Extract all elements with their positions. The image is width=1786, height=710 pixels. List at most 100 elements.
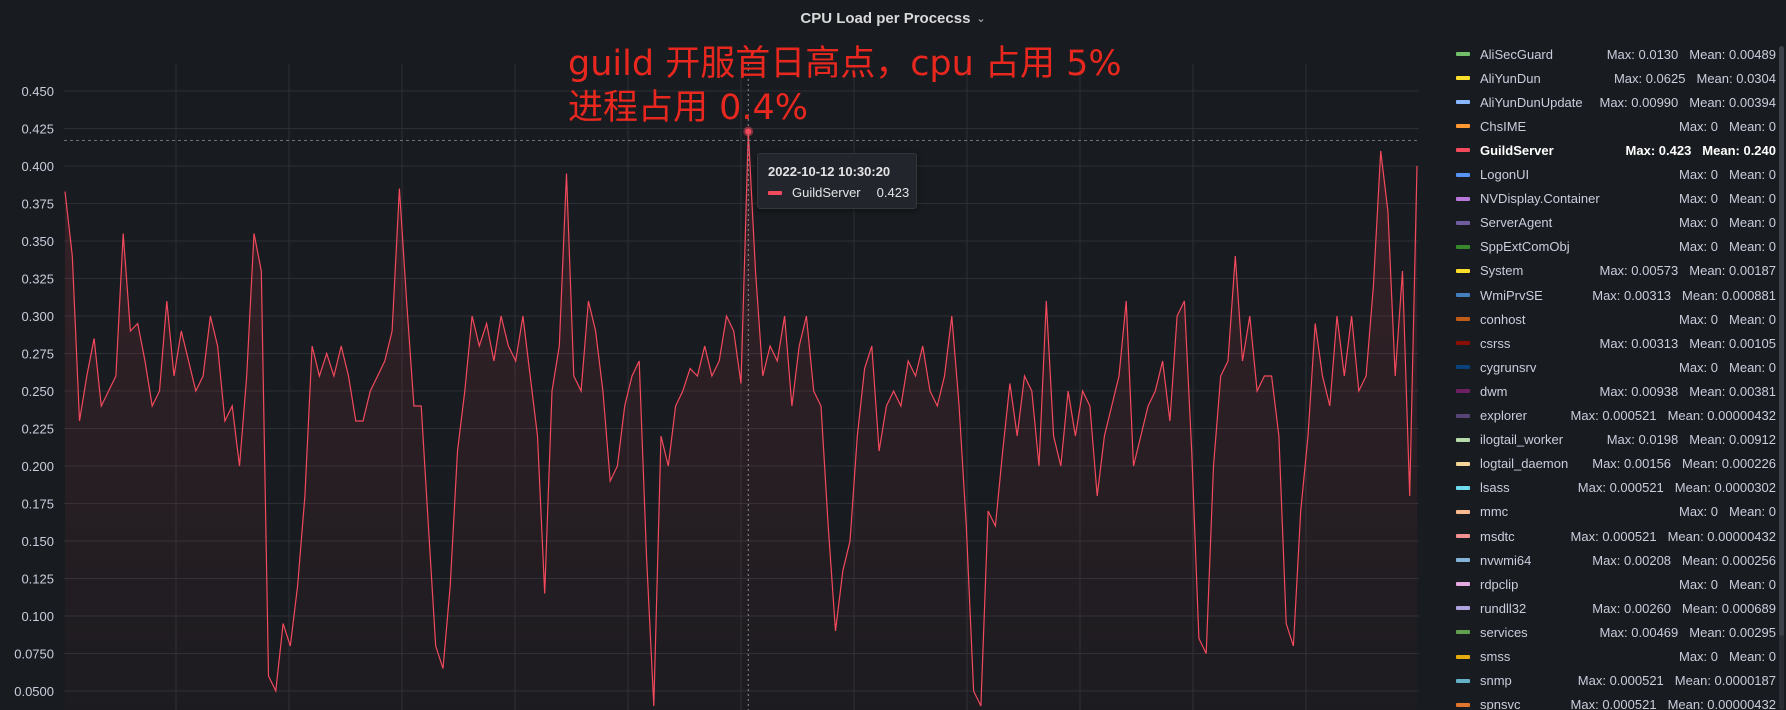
legend-item-name[interactable]: AliYunDunUpdate	[1480, 94, 1583, 110]
legend-item-stats: Max: 0.00469 Mean: 0.00295	[1599, 625, 1776, 640]
legend-item-name[interactable]: services	[1480, 624, 1528, 640]
legend-item-name[interactable]: SppExtComObj	[1480, 239, 1570, 255]
legend-item-name[interactable]: nvwmi64	[1480, 552, 1532, 568]
legend-color-swatch[interactable]	[1456, 76, 1470, 81]
legend-item-name[interactable]: lsass	[1480, 480, 1510, 496]
time-series-chart[interactable]: 0.450 0.425 0.400 0.375 0.350 0.325 0.300 0.275…	[0, 36, 1440, 710]
legend-color-swatch[interactable]	[1456, 341, 1470, 346]
legend-color-swatch[interactable]	[1456, 654, 1470, 659]
legend-item-name[interactable]: csrss	[1480, 335, 1511, 351]
legend-item-dwm[interactable]: dwm Max: 0.00938 Mean: 0.00381	[1450, 379, 1776, 403]
legend-color-swatch[interactable]	[1456, 268, 1470, 273]
legend-item-mean: Mean: 0.00912	[1689, 432, 1776, 448]
legend-color-swatch[interactable]	[1456, 244, 1470, 249]
legend-color-swatch[interactable]	[1456, 100, 1470, 105]
legend-color-swatch[interactable]	[1456, 317, 1470, 322]
legend-color-swatch[interactable]	[1456, 293, 1470, 297]
legend-color-swatch[interactable]	[1456, 365, 1470, 370]
legend-color-swatch[interactable]	[1456, 702, 1470, 707]
legend-item-explorer[interactable]: explorer Max: 0.000521 Mean: 0.00000432	[1450, 404, 1776, 428]
legend-item-name[interactable]: AliSecGuard	[1480, 46, 1553, 62]
legend-item-ilogtail-worker[interactable]: ilogtail_worker Max: 0.0198 Mean: 0.00912	[1450, 428, 1776, 452]
legend-item-max: Max: 0.000521	[1570, 697, 1657, 710]
legend-item-name[interactable]: NVDisplay.Container	[1480, 191, 1600, 207]
legend-item-name[interactable]: logtail_daemon	[1480, 456, 1569, 472]
legend-item-name[interactable]: conhost	[1480, 311, 1526, 327]
legend-item-name[interactable]: rundll32	[1480, 600, 1527, 616]
legend-item-mean: Mean: 0	[1729, 359, 1776, 375]
legend-color-swatch[interactable]	[1456, 678, 1470, 683]
legend-item-name[interactable]: System	[1480, 263, 1524, 279]
legend-item-alisecguard[interactable]: AliSecGuard Max: 0.0130 Mean: 0.00489	[1450, 42, 1776, 66]
legend-color-swatch[interactable]	[1456, 630, 1470, 635]
legend-item-name[interactable]: GuildServer	[1480, 142, 1554, 158]
chevron-down-icon[interactable]: ⌄	[976, 12, 986, 25]
legend-item-name[interactable]: ChsIME	[1480, 118, 1527, 134]
legend-color-swatch[interactable]	[1456, 148, 1470, 153]
legend-item-mmc[interactable]: mmc Max: 0 Mean: 0	[1450, 500, 1776, 524]
legend-item-max: Max: 0	[1679, 215, 1719, 231]
legend-color-swatch[interactable]	[1456, 558, 1470, 563]
legend-color-swatch[interactable]	[1456, 437, 1470, 442]
legend-item-name[interactable]: cygrunsrv	[1480, 359, 1537, 375]
legend-color-swatch[interactable]	[1456, 485, 1470, 490]
legend-item-name[interactable]: ServerAgent	[1480, 215, 1553, 231]
legend-item-csrss[interactable]: csrss Max: 0.00313 Mean: 0.00105	[1450, 331, 1776, 355]
legend-color-swatch[interactable]	[1456, 606, 1470, 611]
legend-item-name[interactable]: explorer	[1480, 408, 1527, 423]
legend-color-swatch[interactable]	[1456, 220, 1470, 225]
legend-color-swatch[interactable]	[1456, 509, 1470, 514]
legend-item-conhost[interactable]: conhost Max: 0 Mean: 0	[1450, 307, 1776, 331]
legend-item-cygrunsrv[interactable]: cygrunsrv Max: 0 Mean: 0	[1450, 355, 1776, 379]
legend-color-swatch[interactable]	[1456, 52, 1470, 56]
legend-scrollbar[interactable]	[1779, 46, 1784, 710]
legend-item-chsime[interactable]: ChsIME Max: 0 Mean: 0	[1450, 114, 1776, 138]
legend-item-name[interactable]: AliYunDun	[1480, 70, 1541, 86]
legend-item-nvdisplay-container[interactable]: NVDisplay.Container Max: 0 Mean: 0	[1450, 187, 1776, 211]
legend-item-name[interactable]: msdtc	[1480, 528, 1515, 544]
legend-item-name[interactable]: dwm	[1480, 383, 1508, 399]
legend-item-name[interactable]: snmp	[1480, 673, 1512, 689]
legend-item-rdpclip[interactable]: rdpclip Max: 0 Mean: 0	[1450, 572, 1776, 596]
legend-color-swatch[interactable]	[1456, 582, 1470, 587]
legend-item-name[interactable]: spnsvc	[1480, 697, 1521, 710]
legend-item-wmiprvse[interactable]: WmiPrvSE Max: 0.00313 Mean: 0.000881	[1450, 283, 1776, 307]
legend-item-name[interactable]: mmc	[1480, 504, 1509, 520]
legend-item-aliyundunupdate[interactable]: AliYunDunUpdate Max: 0.00990 Mean: 0.00394	[1450, 90, 1776, 114]
legend-item-aliyundun[interactable]: AliYunDun Max: 0.0625 Mean: 0.0304	[1450, 66, 1776, 90]
legend-item-rundll32[interactable]: rundll32 Max: 0.00260 Mean: 0.000689	[1450, 596, 1776, 620]
graph-area[interactable]: 0.450 0.425 0.400 0.375 0.350 0.325 0.300 0.275…	[0, 36, 1440, 710]
legend-item-smss[interactable]: smss Max: 0 Mean: 0	[1450, 645, 1776, 669]
legend-color-swatch[interactable]	[1456, 172, 1470, 177]
legend-item-lsass[interactable]: lsass Max: 0.000521 Mean: 0.0000302	[1450, 476, 1776, 500]
legend-item-name[interactable]: rdpclip	[1480, 576, 1519, 592]
legend-color-swatch[interactable]	[1456, 534, 1470, 538]
legend-item-name[interactable]: ilogtail_worker	[1480, 432, 1564, 448]
legend-item-name[interactable]: LogonUI	[1480, 167, 1530, 182]
legend-item-name[interactable]: WmiPrvSE	[1480, 287, 1543, 303]
legend-item-mean: Mean: 0	[1729, 504, 1776, 520]
legend-color-swatch[interactable]	[1456, 124, 1470, 129]
legend-item-stats: Max: 0.00156 Mean: 0.000226	[1592, 456, 1776, 471]
y-axis-tick-label: 0.250	[21, 384, 54, 399]
legend-item-nvwmi64[interactable]: nvwmi64 Max: 0.00208 Mean: 0.000256	[1450, 548, 1776, 572]
legend-color-swatch[interactable]	[1456, 461, 1470, 466]
legend-color-swatch[interactable]	[1456, 413, 1470, 418]
legend-color-swatch[interactable]	[1456, 389, 1470, 394]
legend-item-guildserver[interactable]: GuildServer Max: 0.423 Mean: 0.240	[1450, 138, 1776, 162]
panel-title[interactable]: CPU Load per Procecss ⌄	[0, 0, 1786, 36]
legend-item-serveragent[interactable]: ServerAgent Max: 0 Mean: 0	[1450, 211, 1776, 235]
panel-title-text[interactable]: CPU Load per Procecss	[800, 9, 971, 27]
legend-item-logtail-daemon[interactable]: logtail_daemon Max: 0.00156 Mean: 0.000226	[1450, 452, 1776, 476]
legend-color-swatch[interactable]	[1456, 196, 1470, 201]
legend-item-name[interactable]: smss	[1480, 649, 1511, 664]
legend-item-sppextcomobj[interactable]: SppExtComObj Max: 0 Mean: 0	[1450, 235, 1776, 259]
legend-item-logonui[interactable]: LogonUI Max: 0 Mean: 0	[1450, 163, 1776, 187]
legend-item-services[interactable]: services Max: 0.00469 Mean: 0.00295	[1450, 620, 1776, 644]
legend-item-spnsvc[interactable]: spnsvc Max: 0.000521 Mean: 0.00000432	[1450, 693, 1776, 710]
legend-item-system[interactable]: System Max: 0.00573 Mean: 0.00187	[1450, 259, 1776, 283]
legend-item-snmp[interactable]: snmp Max: 0.000521 Mean: 0.0000187	[1450, 669, 1776, 693]
tooltip-series-name: GuildServer	[792, 185, 861, 200]
legend-scrollbar-thumb[interactable]	[1779, 46, 1784, 636]
legend-item-msdtc[interactable]: msdtc Max: 0.000521 Mean: 0.00000432	[1450, 524, 1776, 548]
